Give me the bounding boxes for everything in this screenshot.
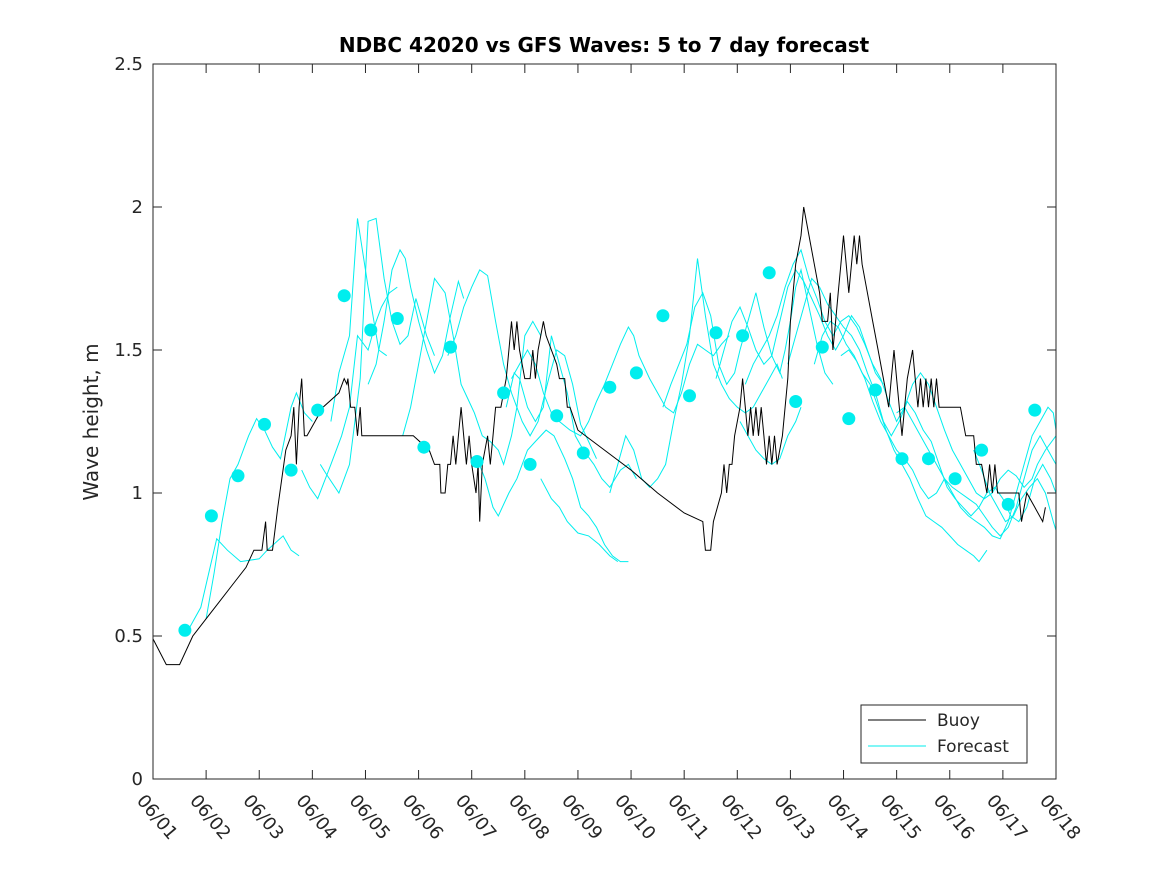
forecast-marker-14 bbox=[550, 409, 564, 423]
legend-label-forecast: Forecast bbox=[937, 737, 1009, 757]
forecast-marker-21 bbox=[736, 329, 750, 343]
legend-box bbox=[860, 704, 1028, 764]
forecast-marker-20 bbox=[709, 326, 723, 340]
y-axis: 0 0.5 1 1.5 2 2.5 bbox=[114, 54, 1056, 790]
forecast-marker-28 bbox=[922, 452, 935, 466]
forecast-line-13 bbox=[662, 267, 834, 408]
forecast-line-12 bbox=[609, 258, 783, 494]
forecast-marker-9 bbox=[417, 440, 431, 454]
forecast-line-20 bbox=[896, 406, 1057, 537]
axes-box bbox=[152, 63, 1057, 780]
y-tick-label: 0.5 bbox=[114, 626, 143, 647]
forecast-marker-6 bbox=[337, 289, 351, 303]
forecast-marker-5 bbox=[311, 403, 325, 417]
forecast-marker-27 bbox=[895, 452, 909, 466]
forecast-line-17 bbox=[787, 277, 1057, 523]
buoy-line bbox=[152, 206, 1046, 666]
forecast-line-10 bbox=[540, 478, 619, 563]
forecast-marker-1 bbox=[204, 509, 218, 523]
forecast-line-1 bbox=[205, 391, 313, 619]
forecast-line-7 bbox=[447, 269, 597, 459]
y-tick-label: 1 bbox=[132, 483, 143, 504]
plot-area bbox=[152, 63, 1057, 780]
forecast-marker-7 bbox=[364, 323, 378, 337]
forecast-marker-10 bbox=[444, 340, 457, 354]
forecast-marker-11 bbox=[470, 455, 484, 468]
forecast-marker-24 bbox=[815, 340, 829, 354]
legend-label-buoy: Buoy bbox=[937, 711, 980, 731]
forecast-marker-16 bbox=[603, 380, 617, 394]
forecast-marker-29 bbox=[948, 472, 962, 486]
forecast-marker-12 bbox=[497, 386, 511, 400]
y-tick-label: 0 bbox=[132, 769, 143, 790]
series-layer bbox=[152, 206, 1057, 666]
y-axis-label: Wave height, m bbox=[79, 343, 103, 500]
forecast-marker-8 bbox=[390, 312, 404, 325]
forecast-line-11 bbox=[511, 326, 730, 437]
forecast-marker-4 bbox=[284, 463, 298, 477]
forecast-marker-3 bbox=[258, 417, 271, 431]
forecast-marker-23 bbox=[789, 395, 803, 408]
forecast-marker-32 bbox=[1028, 403, 1042, 417]
y-tick-label: 1.5 bbox=[114, 340, 143, 361]
forecast-line-0 bbox=[184, 535, 300, 637]
forecast-marker-26 bbox=[868, 383, 882, 397]
forecast-marker-13 bbox=[523, 457, 537, 471]
forecast-line-21 bbox=[973, 449, 1057, 531]
forecast-line-19 bbox=[840, 349, 1057, 540]
forecast-line-8 bbox=[476, 429, 629, 563]
y-tick-label: 2.5 bbox=[114, 54, 143, 75]
forecast-marker-30 bbox=[975, 443, 989, 457]
forecast-line-2 bbox=[301, 286, 398, 500]
forecast-line-5 bbox=[367, 248, 465, 385]
forecast-line-14 bbox=[715, 268, 884, 385]
y-tick-label: 2 bbox=[132, 197, 143, 218]
forecast-marker-0 bbox=[178, 623, 192, 637]
forecast-marker-18 bbox=[656, 309, 670, 323]
forecast-marker-22 bbox=[762, 266, 776, 280]
forecast-marker-25 bbox=[842, 412, 856, 426]
legend: Buoy Forecast bbox=[860, 704, 1028, 764]
forecast-marker-31 bbox=[1001, 497, 1015, 511]
forecast-marker-15 bbox=[576, 446, 590, 460]
forecast-marker-19 bbox=[683, 389, 696, 403]
forecast-marker-2 bbox=[231, 469, 245, 483]
chart-title: NDBC 42020 vs GFS Waves: 5 to 7 day fore… bbox=[339, 33, 870, 57]
forecast-marker-17 bbox=[629, 366, 643, 380]
